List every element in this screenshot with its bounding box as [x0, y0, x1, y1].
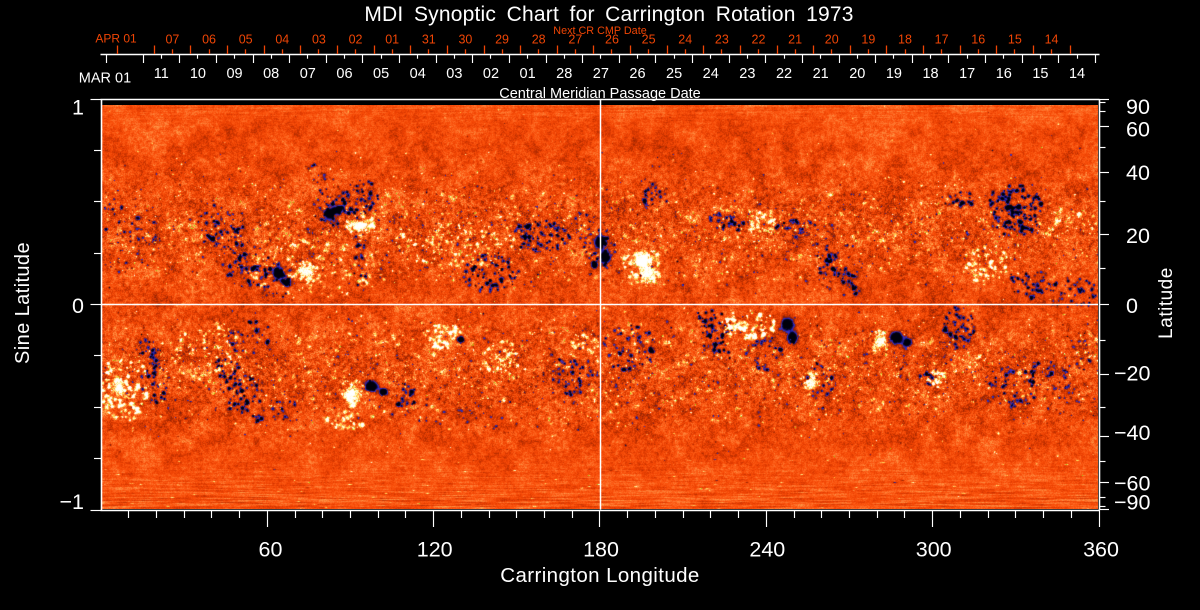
svg-text:24: 24	[703, 66, 719, 82]
svg-text:06: 06	[336, 66, 352, 82]
svg-text:09: 09	[226, 66, 242, 82]
svg-text:02: 02	[349, 33, 363, 47]
svg-text:20: 20	[1126, 224, 1150, 248]
svg-text:60: 60	[259, 538, 283, 562]
svg-text:14: 14	[1069, 66, 1085, 82]
svg-text:30: 30	[458, 33, 472, 47]
svg-text:05: 05	[373, 66, 389, 82]
svg-text:16: 16	[971, 33, 985, 47]
svg-text:20: 20	[849, 66, 865, 82]
svg-text:21: 21	[788, 33, 802, 47]
svg-text:−90: −90	[1114, 491, 1151, 515]
svg-text:19: 19	[861, 33, 875, 47]
svg-text:27: 27	[568, 33, 582, 47]
svg-text:19: 19	[886, 66, 902, 82]
svg-text:APR 01: APR 01	[95, 32, 137, 46]
svg-text:02: 02	[483, 66, 499, 82]
svg-text:Carrington Longitude: Carrington Longitude	[500, 564, 699, 587]
svg-text:24: 24	[678, 33, 692, 47]
svg-text:20: 20	[825, 33, 839, 47]
svg-text:−1: −1	[59, 490, 84, 514]
svg-text:29: 29	[495, 33, 509, 47]
svg-text:15: 15	[1008, 33, 1022, 47]
svg-text:22: 22	[776, 66, 792, 82]
svg-text:300: 300	[916, 538, 952, 562]
svg-text:18: 18	[898, 33, 912, 47]
svg-text:15: 15	[1032, 66, 1048, 82]
svg-text:240: 240	[749, 538, 785, 562]
svg-text:03: 03	[446, 66, 462, 82]
svg-text:Latitude: Latitude	[1156, 267, 1177, 339]
svg-text:26: 26	[629, 66, 645, 82]
svg-text:17: 17	[935, 33, 949, 47]
svg-text:05: 05	[239, 33, 253, 47]
svg-text:−40: −40	[1114, 421, 1151, 445]
svg-text:11: 11	[154, 66, 169, 82]
svg-text:22: 22	[752, 33, 766, 47]
svg-text:06: 06	[202, 33, 216, 47]
svg-text:25: 25	[666, 66, 682, 82]
svg-text:MAR 01: MAR 01	[79, 71, 131, 87]
svg-text:21: 21	[813, 66, 829, 82]
svg-text:01: 01	[385, 33, 399, 47]
svg-text:Next CR CMP Date: Next CR CMP Date	[553, 25, 646, 37]
svg-text:26: 26	[605, 33, 619, 47]
svg-text:17: 17	[959, 66, 975, 82]
svg-text:07: 07	[300, 66, 316, 82]
svg-text:0: 0	[1126, 294, 1138, 318]
svg-text:18: 18	[922, 66, 938, 82]
svg-text:23: 23	[739, 66, 755, 82]
svg-text:25: 25	[642, 33, 656, 47]
svg-text:10: 10	[190, 66, 206, 82]
svg-text:60: 60	[1126, 118, 1150, 142]
svg-text:08: 08	[263, 66, 279, 82]
svg-text:0: 0	[72, 294, 84, 318]
svg-text:14: 14	[1045, 33, 1059, 47]
svg-text:360: 360	[1083, 538, 1119, 562]
svg-text:Sine Latitude: Sine Latitude	[12, 242, 34, 364]
svg-text:MDI Synoptic Chart for Carring: MDI Synoptic Chart for Carrington Rotati…	[364, 3, 853, 26]
svg-text:04: 04	[275, 33, 289, 47]
svg-text:40: 40	[1126, 161, 1150, 185]
svg-text:−20: −20	[1114, 362, 1151, 386]
svg-text:27: 27	[593, 66, 609, 82]
svg-text:28: 28	[532, 33, 546, 47]
svg-text:23: 23	[715, 33, 729, 47]
svg-text:1: 1	[72, 96, 84, 120]
svg-text:120: 120	[417, 538, 453, 562]
svg-text:16: 16	[996, 66, 1012, 82]
svg-text:04: 04	[410, 66, 426, 82]
svg-text:07: 07	[165, 33, 179, 47]
svg-text:−60: −60	[1114, 472, 1151, 496]
svg-text:180: 180	[583, 538, 619, 562]
svg-text:90: 90	[1126, 95, 1150, 119]
svg-text:01: 01	[520, 66, 536, 82]
svg-text:31: 31	[422, 33, 436, 47]
svg-text:Central Meridian Passage Date: Central Meridian Passage Date	[499, 86, 701, 102]
svg-text:03: 03	[312, 33, 326, 47]
svg-text:28: 28	[556, 66, 572, 82]
